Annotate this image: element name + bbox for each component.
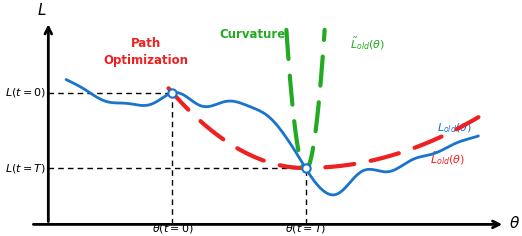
Text: $\theta$: $\theta$ bbox=[509, 215, 520, 231]
Text: $\theta(t=T)$: $\theta(t=T)$ bbox=[285, 222, 326, 235]
Text: Path: Path bbox=[130, 38, 161, 51]
Text: $L(t=0)$: $L(t=0)$ bbox=[5, 86, 46, 99]
Text: Curvature: Curvature bbox=[219, 28, 286, 41]
Text: $\theta(t=0)$: $\theta(t=0)$ bbox=[151, 222, 193, 235]
Text: $\tilde{L}_{old}(\theta)$: $\tilde{L}_{old}(\theta)$ bbox=[430, 151, 465, 168]
Text: $L$: $L$ bbox=[37, 2, 46, 18]
Text: $L(t=T)$: $L(t=T)$ bbox=[5, 161, 46, 174]
Text: $\tilde{L}_{old}(\theta)$: $\tilde{L}_{old}(\theta)$ bbox=[350, 36, 385, 52]
Text: $L_{old}(\theta)$: $L_{old}(\theta)$ bbox=[437, 121, 472, 135]
Text: Optimization: Optimization bbox=[103, 54, 188, 67]
